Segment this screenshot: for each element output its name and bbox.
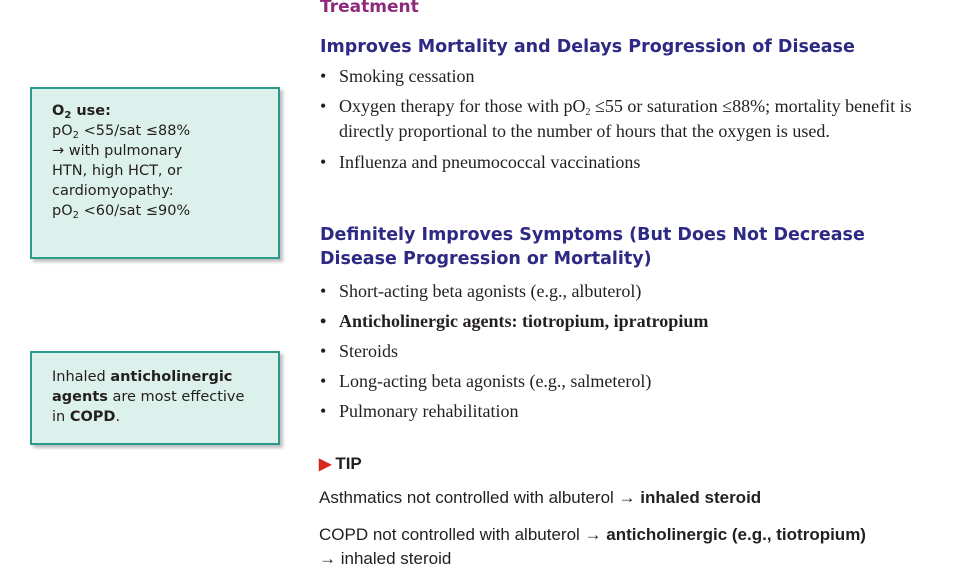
note-line-1-sub: 2: [72, 130, 79, 141]
tip-line-1-bold: inhaled steroid: [640, 488, 762, 507]
tip-line-3-text: → inhaled steroid: [319, 549, 452, 568]
note2-text-1: Inhaled: [52, 369, 111, 385]
note-line-5: pO2 <60/sat ≤90%: [52, 201, 268, 221]
note-line-2: → with pulmonary: [52, 143, 183, 159]
note-title-sub: 2: [64, 110, 72, 121]
tip-line-2-text: COPD not controlled with albuterol →: [319, 525, 607, 544]
anticholinergic-note: Inhaled anticholinergic agents are most …: [30, 351, 280, 445]
list-item: Long-acting beta agonists (e.g., salmete…: [320, 369, 950, 394]
note2-bold-2: agents: [52, 389, 108, 405]
tip-heading: ▶ TIP: [319, 454, 362, 474]
tip-line-3: → inhaled steroid: [319, 547, 451, 571]
heading-symptoms: Definitely Improves Symptoms (But Does N…: [320, 223, 865, 271]
note2-text-4: .: [115, 409, 121, 425]
note2-line-1: Inhaled anticholinergic: [52, 367, 268, 387]
note-title-rest: use:: [71, 103, 111, 119]
tip-line-1: Asthmatics not controlled with albuterol…: [319, 486, 761, 510]
list-item-text: Oxygen therapy for those with pO: [339, 96, 586, 116]
list-item-text-rest: ≤55 or saturation ≤88%; mortality benefi…: [339, 96, 912, 141]
note-line-4: cardiomyopathy:: [52, 183, 174, 199]
list-item: Influenza and pneumococcal vaccinations: [320, 150, 950, 175]
note2-text-3: in: [52, 409, 70, 425]
note-line-1a: pO: [52, 123, 73, 139]
section-label: Treatment: [320, 0, 419, 17]
heading-symptoms-line-2: Disease Progression or Mortality): [320, 249, 652, 269]
list-item: Pulmonary rehabilitation: [320, 399, 950, 424]
note2-text-2: are most effective: [107, 389, 245, 405]
tip-line-2-bold: anticholinergic (e.g., tiotropium): [606, 525, 866, 544]
note-line-5b: <60/sat ≤90%: [79, 203, 191, 219]
list-item: Smoking cessation: [320, 64, 950, 89]
note-line-5a: pO: [52, 203, 73, 219]
note-title-text: O: [52, 103, 65, 119]
list-item: Short-acting beta agonists (e.g., albute…: [320, 279, 950, 304]
triangle-right-icon: ▶: [319, 456, 332, 473]
oxygen-use-note: O2 use: pO2 <55/sat ≤88% → with pulmonar…: [30, 87, 280, 259]
heading-mortality: Improves Mortality and Delays Progressio…: [320, 37, 855, 57]
mortality-list: Smoking cessation Oxygen therapy for tho…: [320, 64, 950, 180]
tip-line-2: COPD not controlled with albuterol → ant…: [319, 523, 866, 547]
note-title: O2 use:: [52, 101, 268, 121]
note-line-1b: <55/sat ≤88%: [79, 123, 191, 139]
note2-bold-1: anticholinergic: [110, 369, 233, 385]
note2-bold-3: COPD: [69, 409, 116, 425]
tip-line-1-text: Asthmatics not controlled with albuterol…: [319, 488, 641, 507]
list-item-sub: 2: [585, 107, 591, 118]
note-line-5-sub: 2: [72, 210, 79, 221]
list-item: Anticholinergic agents: tiotropium, ipra…: [320, 309, 950, 334]
list-item: Steroids: [320, 339, 950, 364]
note2-line-2: agents are most effective: [52, 387, 268, 407]
tip-label-text: TIP: [335, 454, 362, 473]
note-line-1: pO2 <55/sat ≤88%: [52, 121, 268, 141]
list-item: Oxygen therapy for those with pO2 ≤55 or…: [320, 94, 950, 144]
heading-symptoms-line-1: Definitely Improves Symptoms (But Does N…: [320, 225, 865, 245]
note-line-3: HTN, high HCT, or: [52, 163, 182, 179]
symptoms-list: Short-acting beta agonists (e.g., albute…: [320, 279, 950, 429]
note2-line-3: in COPD.: [52, 407, 268, 427]
